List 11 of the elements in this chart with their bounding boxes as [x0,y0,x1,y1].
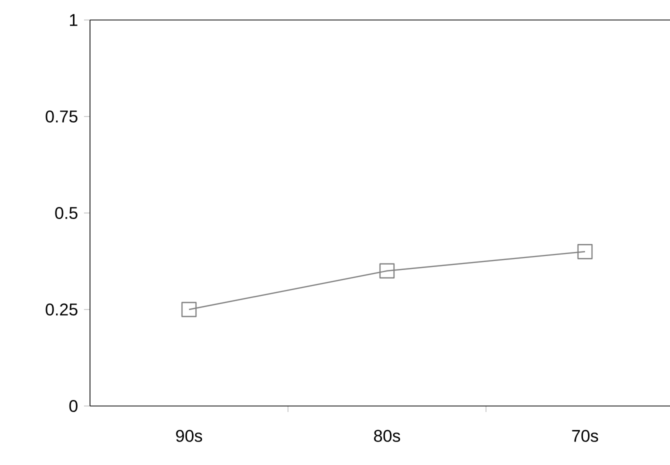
y-tick-label: 1 [70,14,78,26]
x-tick-label: 70s [572,430,598,442]
point [577,244,593,260]
x-tick-label: 80s [374,430,400,442]
y-tick-label: 0.25 [46,303,78,316]
y-tick-label: 0.5 [55,206,78,220]
y-tick-label: 0 [69,400,78,412]
point [379,263,395,278]
y-tick-label: 0.75 [46,110,78,123]
x-tick-label: 90s [176,430,202,442]
point [181,302,197,318]
